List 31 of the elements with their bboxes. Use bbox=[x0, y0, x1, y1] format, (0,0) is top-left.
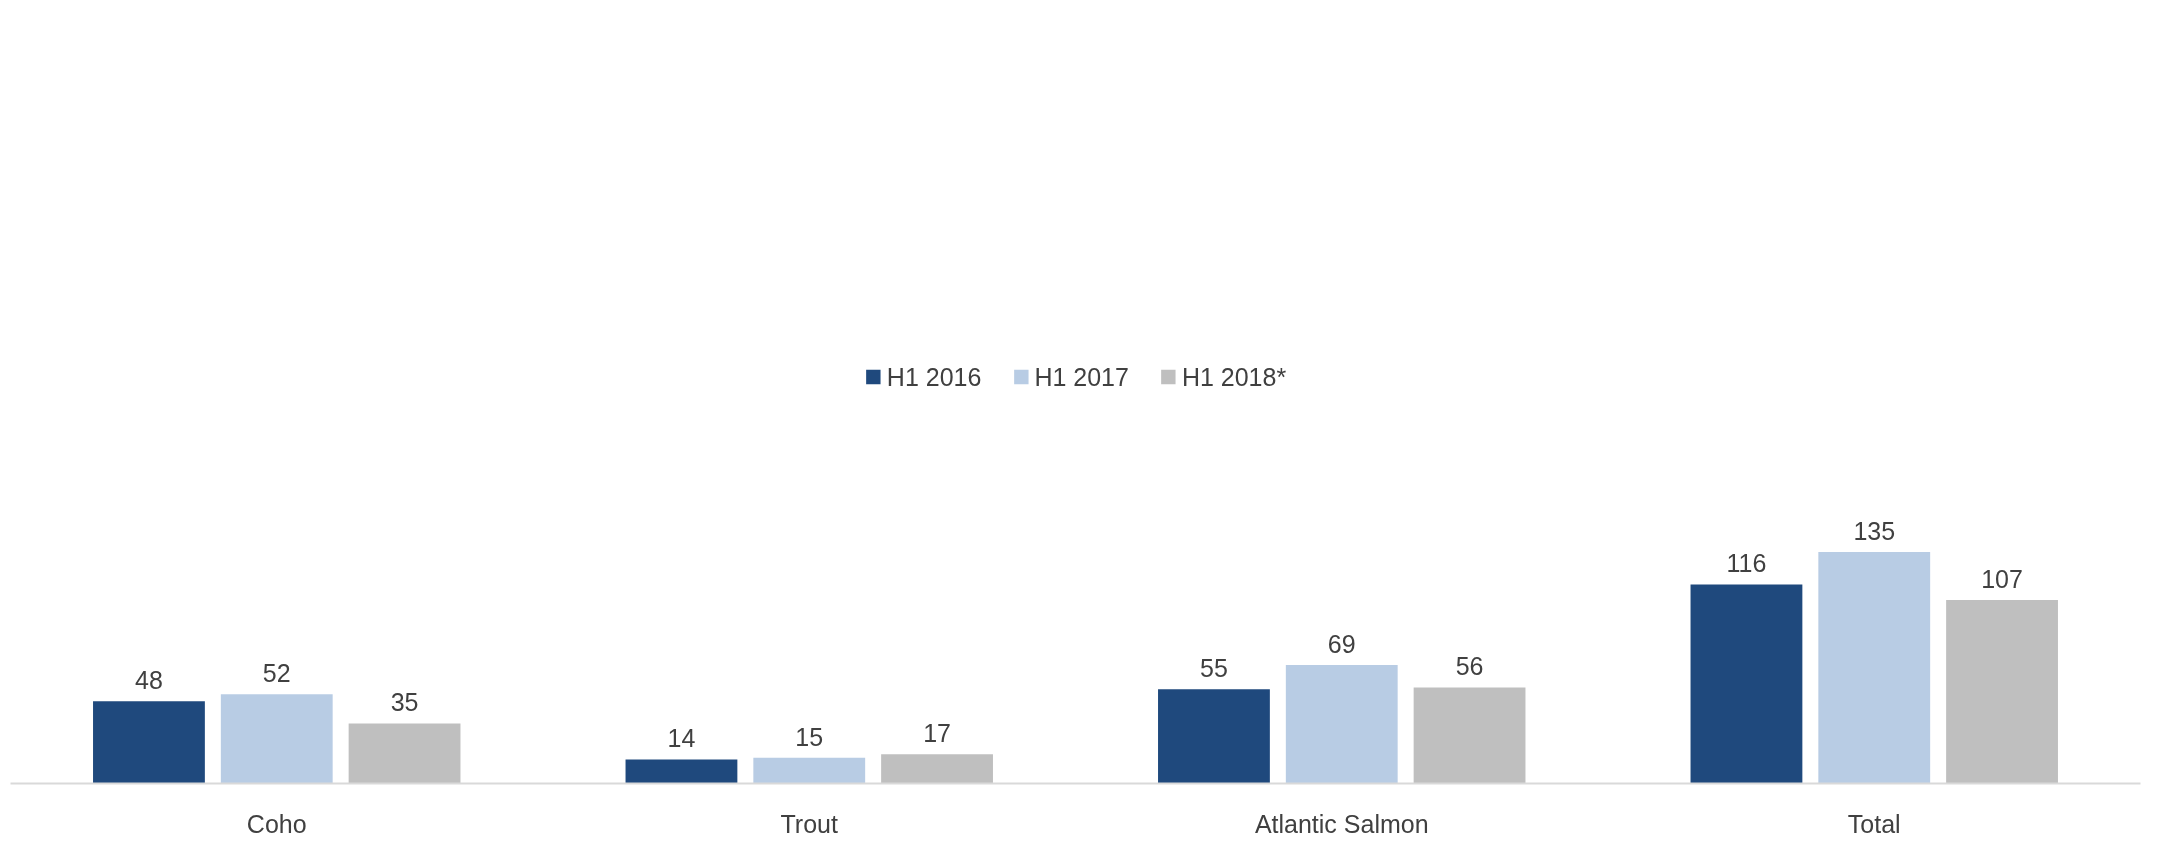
bar bbox=[881, 754, 993, 784]
bar bbox=[1690, 584, 1803, 784]
legend-label: H1 2018* bbox=[1181, 362, 1287, 392]
x-tick-label: Trout bbox=[780, 809, 839, 838]
legend-label: H1 2016 bbox=[886, 362, 982, 392]
data-label: 35 bbox=[390, 688, 419, 717]
legend-label: H1 2017 bbox=[1034, 362, 1129, 392]
data-label: 69 bbox=[1327, 630, 1356, 659]
bar bbox=[1285, 665, 1398, 784]
data-label: 107 bbox=[1981, 564, 2023, 593]
bar bbox=[1818, 551, 1931, 784]
data-label: 55 bbox=[1200, 654, 1228, 683]
data-label: 52 bbox=[262, 659, 291, 688]
bar bbox=[1946, 599, 2058, 784]
data-label: 135 bbox=[1853, 516, 1896, 545]
bar bbox=[1413, 687, 1526, 784]
bar bbox=[93, 701, 205, 784]
bar bbox=[753, 757, 866, 784]
x-tick-label: Atlantic Salmon bbox=[1254, 809, 1429, 838]
x-tick-label: Total bbox=[1847, 809, 1901, 838]
data-label: 56 bbox=[1455, 652, 1484, 681]
bar bbox=[220, 694, 333, 784]
data-label: 48 bbox=[135, 666, 163, 695]
bar bbox=[625, 759, 738, 784]
data-label: 116 bbox=[1726, 549, 1767, 578]
data-label: 17 bbox=[923, 719, 951, 748]
data-label: 15 bbox=[795, 722, 824, 751]
x-tick-label: Coho bbox=[246, 809, 307, 838]
data-label: 14 bbox=[667, 724, 696, 753]
bar bbox=[1158, 689, 1270, 784]
bar bbox=[348, 723, 461, 784]
